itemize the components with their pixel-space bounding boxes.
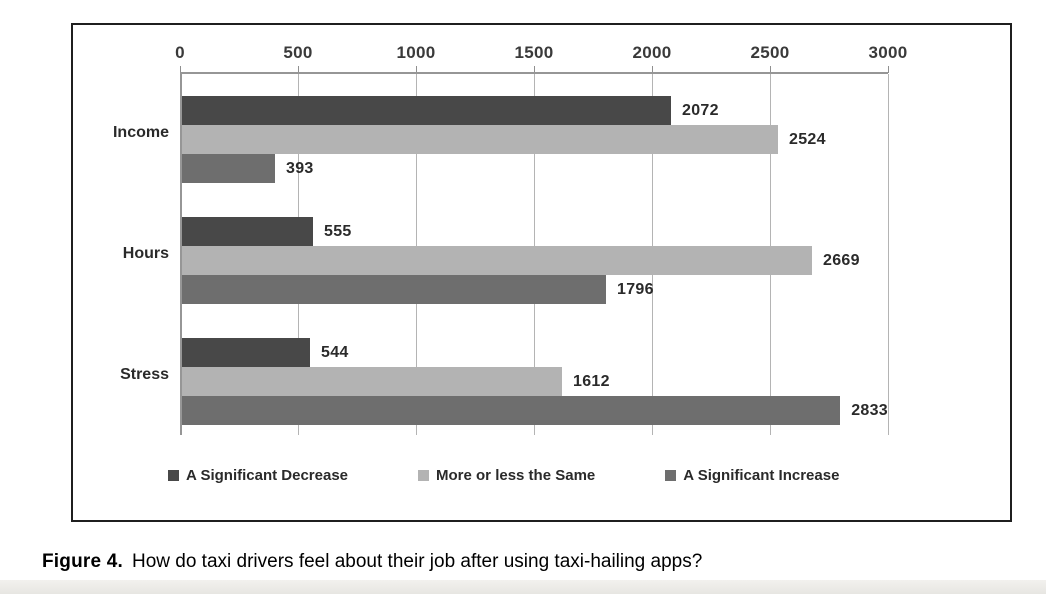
- category-label: Stress: [120, 365, 169, 383]
- bar-value-label: 544: [321, 343, 349, 361]
- x-axis-tick-mark: [416, 66, 417, 73]
- legend-swatch-icon: [665, 469, 677, 481]
- bar-value-label: 2072: [682, 101, 719, 119]
- bar-row: 2669: [182, 246, 888, 275]
- gridline: [888, 74, 889, 435]
- x-axis-tick-label: 2000: [632, 43, 672, 62]
- x-axis-tick-mark: [298, 66, 299, 73]
- legend-swatch-icon: [418, 469, 430, 481]
- legend-label: A Significant Decrease: [186, 466, 349, 484]
- bar-row: 393: [182, 154, 888, 183]
- x-axis-tick-mark: [888, 66, 889, 73]
- bar-value-label: 2524: [789, 130, 826, 148]
- bar-group: 555 2669 1796: [182, 195, 888, 316]
- x-axis-tick-label: 500: [283, 43, 313, 62]
- bar-row: 2072: [182, 96, 888, 125]
- bar: [182, 154, 275, 183]
- legend: A Significant Decrease More or less the S…: [168, 465, 839, 485]
- bar: [182, 396, 841, 425]
- figure-caption: Figure 4. How do taxi drivers feel about …: [42, 551, 702, 573]
- legend-label: A Significant Increase: [683, 466, 840, 484]
- bar: [182, 275, 606, 304]
- x-axis-tick-mark: [180, 66, 181, 73]
- bar: [182, 246, 812, 275]
- bar-value-label: 2833: [851, 401, 888, 419]
- bar-value-label: 1612: [573, 372, 610, 390]
- bar-value-label: 555: [324, 222, 352, 240]
- x-axis-tick-label: 0: [175, 43, 185, 62]
- bar-row: 1612: [182, 367, 888, 396]
- x-axis-tick-label: 1000: [396, 43, 436, 62]
- category-label: Income: [112, 123, 169, 141]
- bar-row: 544: [182, 338, 888, 367]
- x-axis-tick-label: 1500: [514, 43, 554, 62]
- legend-item: A Significant Decrease: [168, 467, 348, 484]
- chart-frame: 0 500 1000 1500 2000 2500 3000 2072 2524 393 555 2…: [71, 23, 1012, 522]
- figure-caption-label: Figure 4.: [42, 551, 123, 572]
- x-axis-tick-label: 3000: [868, 43, 908, 62]
- bar: [182, 338, 310, 367]
- x-axis-tick-mark: [652, 66, 653, 73]
- bar-row: 2833: [182, 396, 888, 425]
- figure-caption-text: How do taxi drivers feel about their job…: [131, 551, 703, 572]
- legend-item: More or less the Same: [418, 467, 595, 484]
- page-edge-strip: [0, 580, 1046, 594]
- x-axis-tick-mark: [534, 66, 535, 73]
- bar-row: 2524: [182, 125, 888, 154]
- x-axis-tick-label: 2500: [750, 43, 790, 62]
- legend-item: A Significant Increase: [665, 467, 839, 484]
- bar: [182, 367, 562, 396]
- bar-group: 2072 2524 393: [182, 74, 888, 195]
- bar-group: 544 1612 2833: [182, 316, 888, 437]
- bar-row: 1796: [182, 275, 888, 304]
- bar-value-label: 393: [286, 159, 314, 177]
- bar: [182, 125, 778, 154]
- bar-value-label: 2669: [823, 251, 860, 269]
- bar-value-label: 1796: [617, 280, 654, 298]
- bar: [182, 96, 671, 125]
- legend-label: More or less the Same: [436, 466, 596, 484]
- legend-swatch-icon: [168, 469, 179, 481]
- bar-row: 555: [182, 217, 888, 246]
- plot-area: 2072 2524 393 555 2669 1796 544 1612 2833: [180, 72, 889, 437]
- x-axis-tick-mark: [770, 66, 771, 73]
- bar: [182, 217, 313, 246]
- category-label: Hours: [122, 244, 169, 262]
